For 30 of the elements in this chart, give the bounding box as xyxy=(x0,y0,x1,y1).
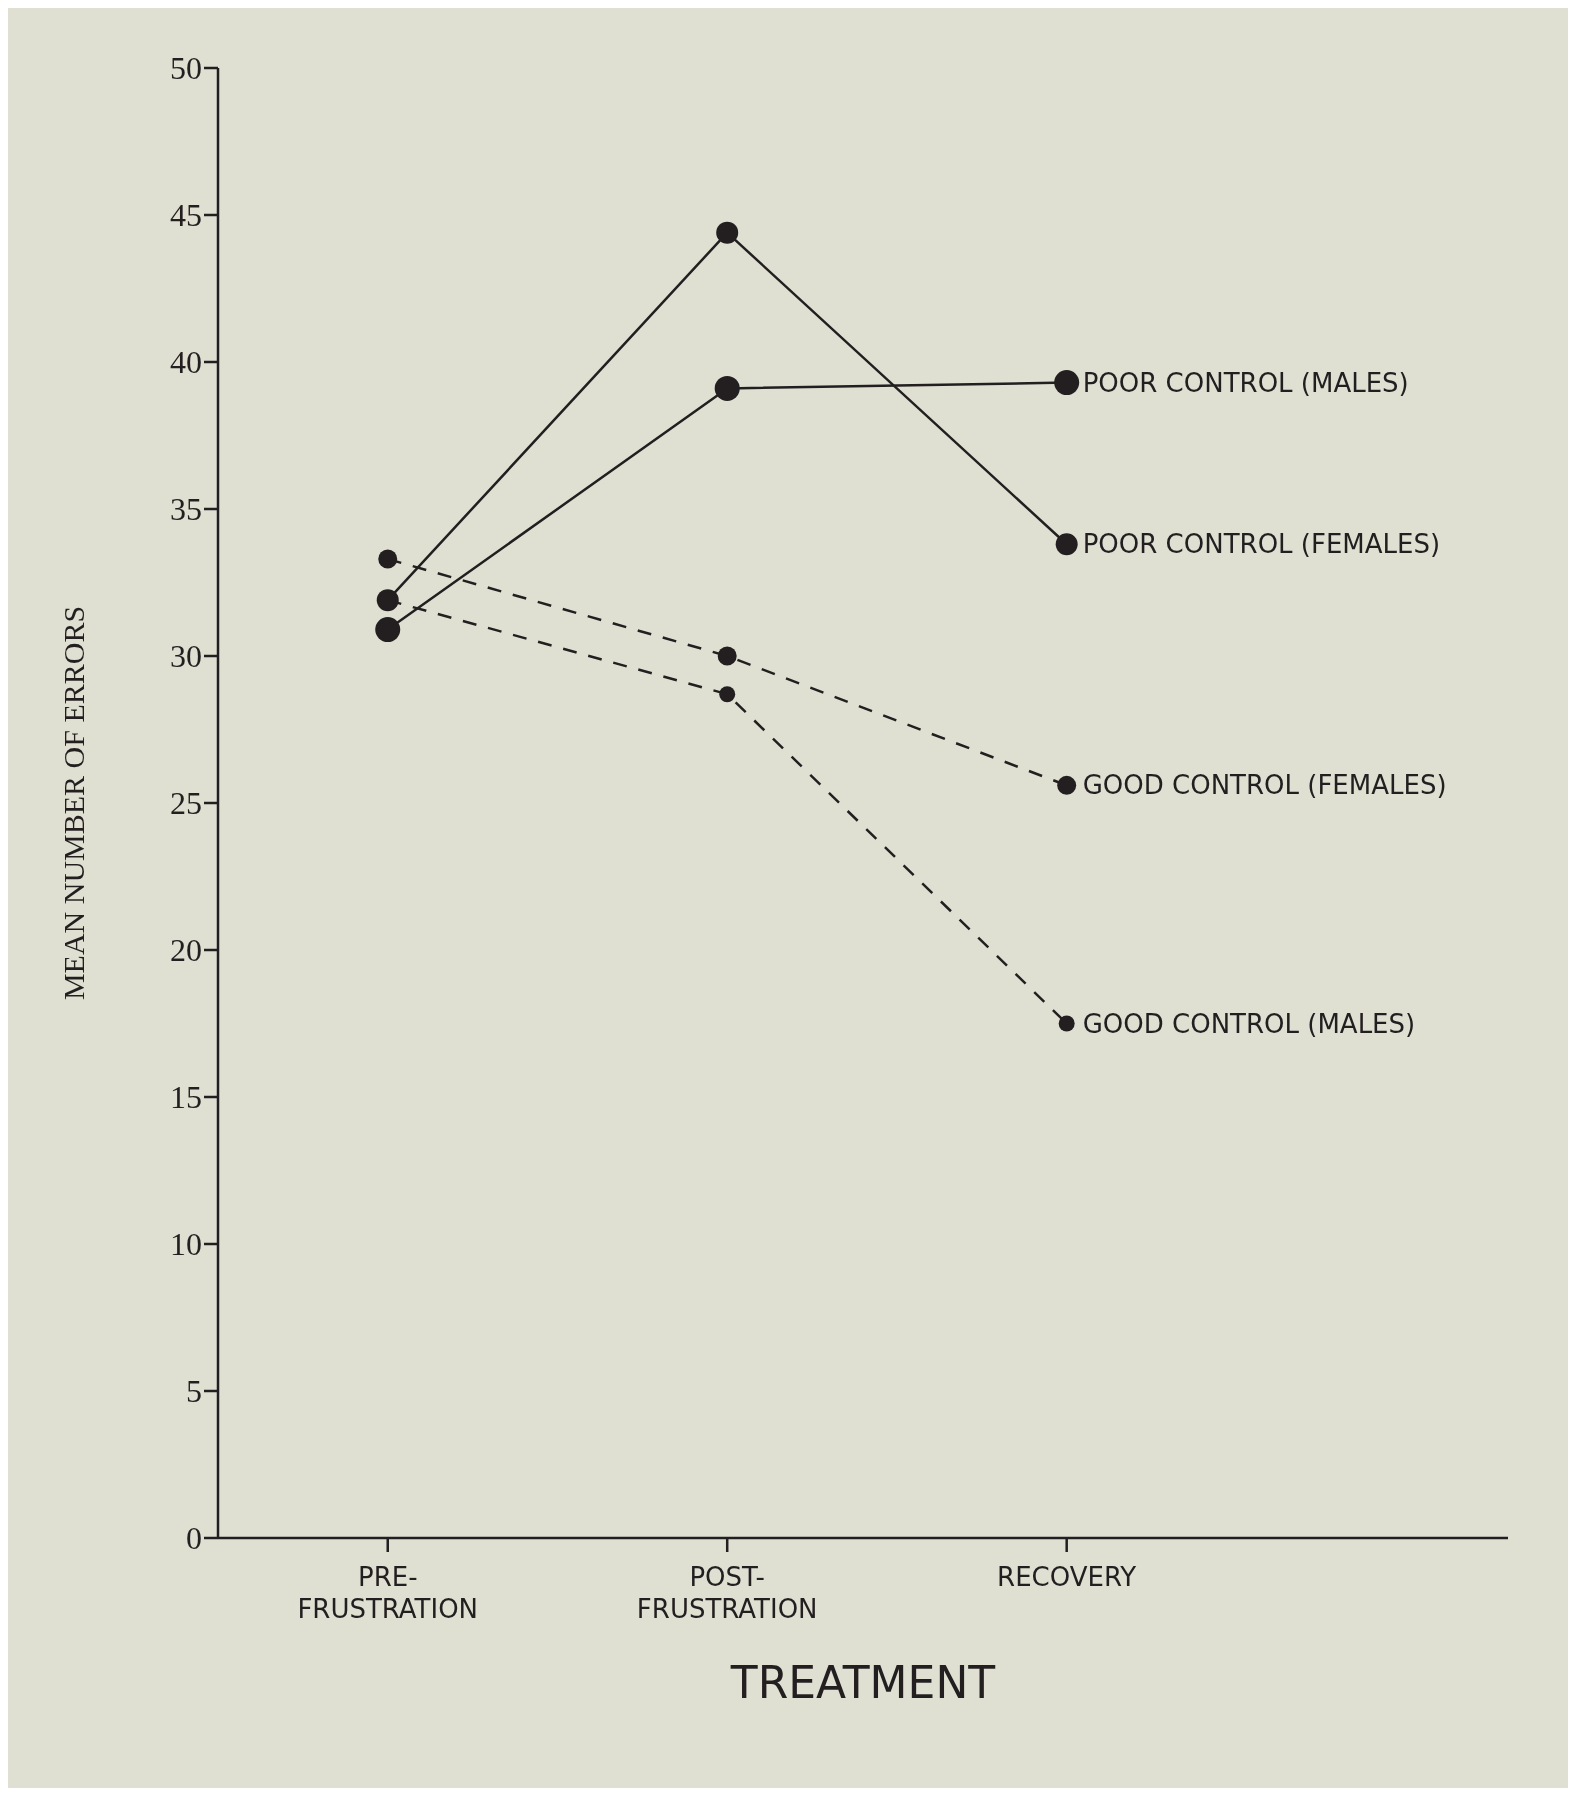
x-tick-label: RECOVERY xyxy=(997,1562,1137,1592)
series-label: GOOD CONTROL (MALES) xyxy=(1082,1008,1416,1039)
y-tick-label: 5 xyxy=(186,1373,202,1410)
y-tick-label: 30 xyxy=(170,638,202,675)
y-axis-title: MEAN NUMBER OF ERRORS xyxy=(56,605,90,1001)
point xyxy=(719,686,736,703)
point xyxy=(714,375,740,401)
y-tick-label: 10 xyxy=(170,1226,202,1263)
y-tick-label: 0 xyxy=(186,1520,202,1557)
x-tick-label: PRE- FRUSTRATION xyxy=(297,1562,479,1624)
point xyxy=(1055,533,1078,556)
y-tick-label: 15 xyxy=(170,1079,202,1116)
point xyxy=(716,221,739,244)
point xyxy=(1057,775,1077,795)
x-axis-title: TREATMENT xyxy=(729,1657,996,1708)
y-tick-label: 45 xyxy=(170,197,202,234)
point xyxy=(717,646,737,666)
y-tick-label: 50 xyxy=(170,50,202,87)
y-tick-label: 35 xyxy=(170,491,202,528)
series-label: POOR CONTROL (MALES) xyxy=(1082,367,1409,398)
y-tick-label: 25 xyxy=(170,785,202,822)
y-tick-label: 20 xyxy=(170,932,202,969)
series-label: GOOD CONTROL (FEMALES) xyxy=(1082,770,1447,801)
point xyxy=(1058,1015,1075,1032)
series-label: POOR CONTROL (FEMALES) xyxy=(1082,529,1441,560)
x-tick-label: POST- FRUSTRATION xyxy=(636,1562,818,1624)
point xyxy=(1054,370,1080,396)
point xyxy=(378,549,398,569)
point xyxy=(375,617,401,643)
y-tick-label: 40 xyxy=(170,344,202,381)
